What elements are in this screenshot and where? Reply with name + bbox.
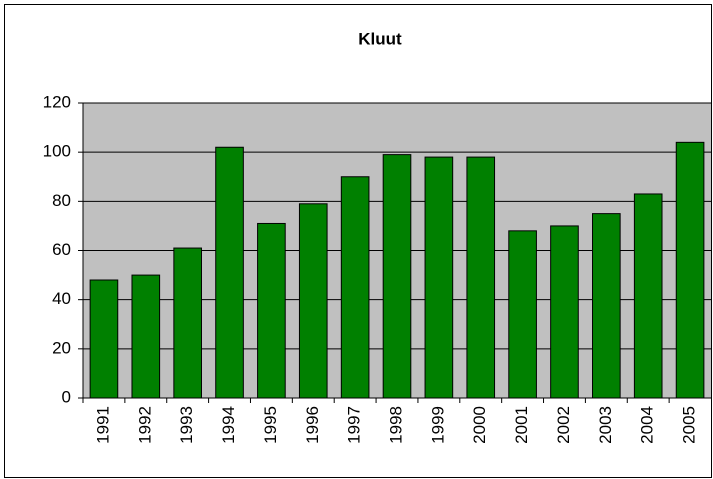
bar (466, 156, 496, 399)
x-tick-label: 2001 (512, 406, 531, 444)
x-tick-label: 1999 (428, 406, 447, 444)
bar (340, 176, 370, 399)
bar (89, 279, 119, 399)
bar (633, 193, 663, 399)
y-tick-label: 60 (52, 240, 71, 259)
x-tick-label: 1991 (93, 406, 112, 444)
x-tick-label: 2000 (470, 406, 489, 444)
y-tick-label: 0 (62, 387, 71, 406)
x-tick-label: 2002 (554, 406, 573, 444)
x-tick-label: 1998 (386, 406, 405, 444)
bar (257, 222, 286, 399)
x-tick-label: 1995 (261, 406, 280, 444)
y-tick-label: 80 (52, 191, 71, 210)
y-tick-label: 40 (52, 289, 71, 308)
x-tick-label: 2003 (596, 406, 615, 444)
x-tick-label: 1997 (345, 406, 364, 444)
x-tick-label: 1993 (177, 406, 196, 444)
bar (173, 247, 202, 399)
bar (424, 156, 454, 399)
x-tick-label: 1994 (219, 406, 238, 444)
y-tick-label: 120 (43, 92, 71, 111)
x-tick-label: 2005 (680, 406, 699, 444)
x-tick-label: 2004 (638, 406, 657, 444)
bar (550, 225, 579, 399)
bar (508, 230, 537, 399)
x-tick-label: 1992 (135, 406, 154, 444)
bar (215, 146, 244, 399)
bar (592, 213, 621, 399)
x-tick-label: 1996 (303, 406, 322, 444)
bar (298, 203, 328, 399)
bar (675, 141, 705, 399)
bar (382, 154, 412, 399)
y-tick-label: 100 (43, 142, 71, 161)
y-tick-label: 20 (52, 338, 71, 357)
bar (131, 274, 161, 399)
chart-title: Kluut (358, 29, 402, 48)
